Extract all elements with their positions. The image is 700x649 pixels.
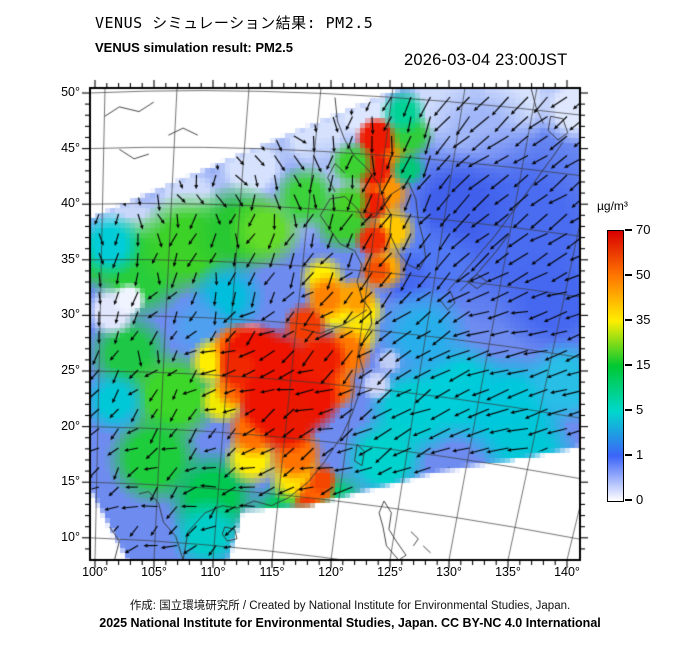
y-tick-label: 10° bbox=[61, 529, 80, 544]
y-tick-label: 40° bbox=[61, 196, 80, 211]
x-tick-label: 120° bbox=[318, 565, 344, 579]
y-tick-label: 35° bbox=[61, 251, 80, 266]
x-tick-label: 110° bbox=[200, 565, 226, 579]
page-title-japanese: VENUS シミュレーション結果: PM2.5 bbox=[95, 14, 374, 32]
colorbar-tick-label: 70 bbox=[636, 222, 651, 237]
x-tick-label: 100° bbox=[82, 565, 108, 579]
x-tick-label: 140° bbox=[554, 565, 580, 579]
y-tick-label: 15° bbox=[61, 474, 80, 489]
colorbar-unit-label: µg/m³ bbox=[597, 199, 628, 213]
x-tick-label: 135° bbox=[495, 565, 521, 579]
y-tick-label: 30° bbox=[61, 307, 80, 322]
y-tick-label: 45° bbox=[61, 140, 80, 155]
colorbar-tick-mark bbox=[625, 229, 632, 231]
colorbar-tick-mark bbox=[625, 274, 632, 276]
colorbar-tick-label: 50 bbox=[636, 267, 651, 282]
credit-line: 作成: 国立環境研究所 / Created by National Instit… bbox=[129, 600, 571, 612]
colorbar-tick-mark bbox=[625, 454, 632, 456]
x-tick-label: 105° bbox=[141, 565, 167, 579]
x-tick-label: 125° bbox=[377, 565, 403, 579]
y-tick-label: 20° bbox=[61, 418, 80, 433]
x-tick-label: 115° bbox=[259, 565, 285, 579]
x-tick-label: 130° bbox=[436, 565, 462, 579]
license-line: 2025 National Institute for Environmenta… bbox=[99, 616, 601, 630]
colorbar-tick-label: 35 bbox=[636, 312, 651, 327]
y-tick-label: 25° bbox=[61, 363, 80, 377]
colorbar-tick-label: 15 bbox=[636, 357, 651, 372]
page-title-english: VENUS simulation result: PM2.5 bbox=[95, 40, 293, 55]
colorbar-tick-label: 0 bbox=[636, 492, 644, 507]
colorbar-tick-mark bbox=[625, 409, 632, 411]
colorbar-gradient bbox=[607, 230, 624, 502]
colorbar-tick-mark bbox=[625, 499, 632, 501]
colorbar-tick-label: 1 bbox=[636, 447, 644, 462]
y-tick-label: 50° bbox=[61, 85, 80, 99]
forecast-timestamp: 2026-03-04 23:00JST bbox=[404, 51, 568, 69]
colorbar-tick-label: 5 bbox=[636, 402, 644, 417]
colorbar-tick-mark bbox=[625, 364, 632, 366]
colorbar-tick-mark bbox=[625, 319, 632, 321]
